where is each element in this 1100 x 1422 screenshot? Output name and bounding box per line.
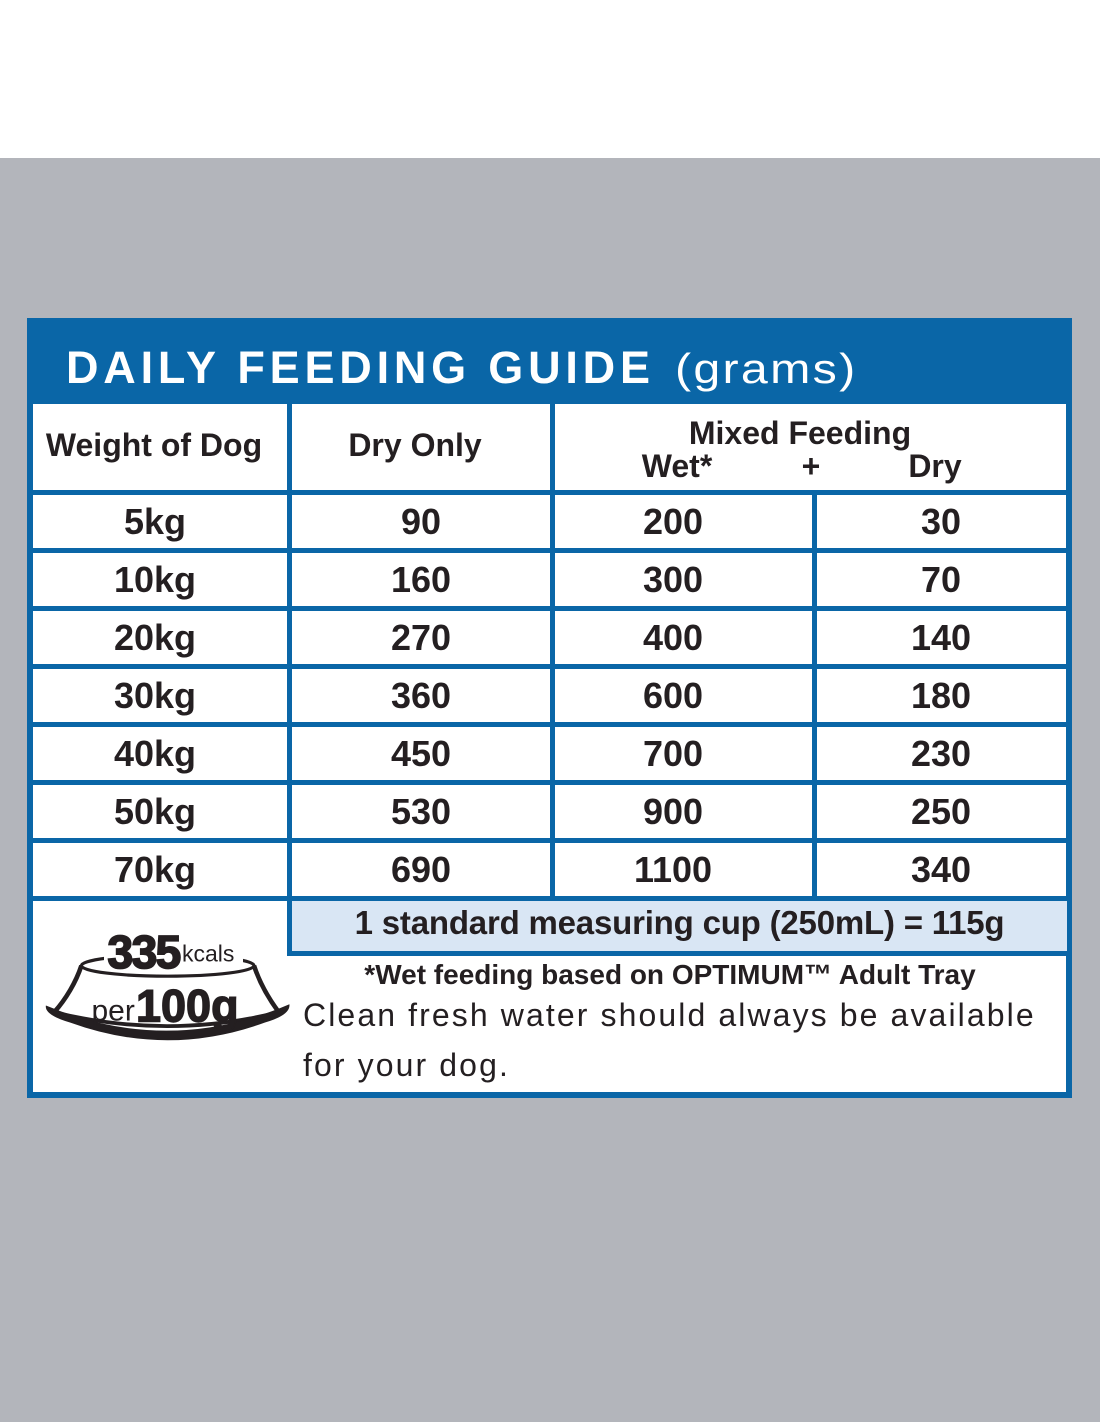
svg-text:335: 335	[108, 926, 181, 978]
svg-text:kcals: kcals	[182, 941, 234, 967]
svg-text:per: per	[92, 995, 135, 1028]
svg-text:100g: 100g	[136, 981, 239, 1032]
